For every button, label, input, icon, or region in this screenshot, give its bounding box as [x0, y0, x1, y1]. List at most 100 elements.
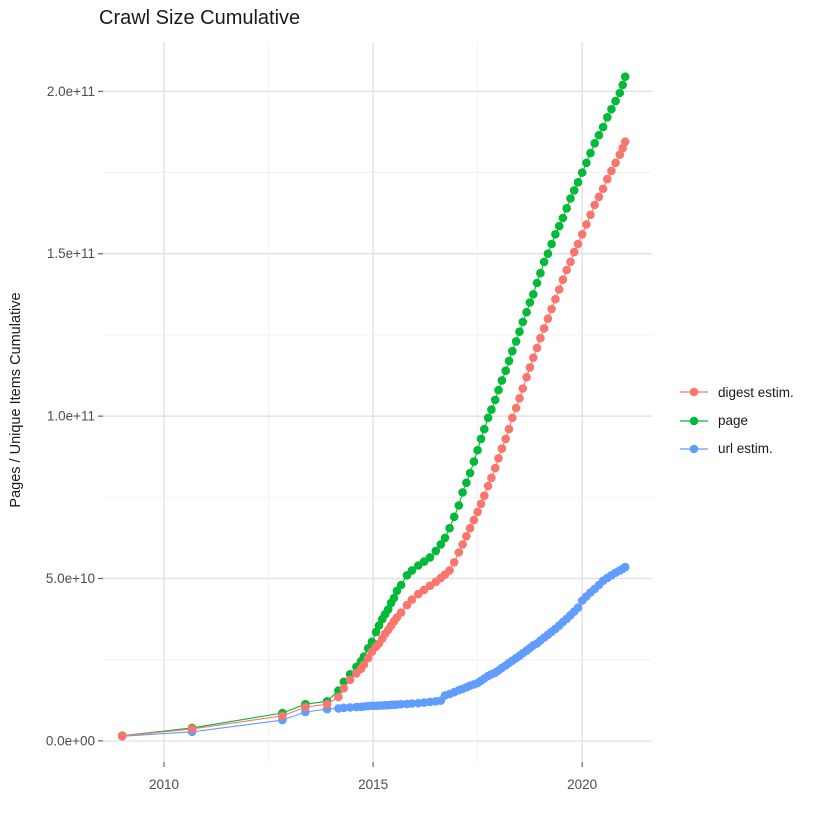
- data-point-digest-estim: [458, 540, 467, 549]
- data-point-page: [469, 457, 479, 466]
- legend-item-page: page: [679, 406, 794, 434]
- data-point-digest-estim: [504, 424, 514, 434]
- data-point-page: [440, 533, 450, 543]
- data-point-page: [577, 168, 587, 177]
- data-point-digest-estim: [301, 702, 310, 712]
- data-point-digest-estim: [363, 653, 373, 663]
- chart-title: Crawl Size Cumulative: [99, 7, 301, 29]
- y-tick-label: 2.0e+11: [47, 84, 95, 99]
- data-point-page: [458, 488, 467, 497]
- legend-label: digest estim.: [718, 384, 794, 400]
- data-point-digest-estim: [554, 285, 564, 294]
- data-point-page: [598, 122, 608, 132]
- data-point-digest-estim: [511, 403, 521, 413]
- data-point-digest-estim: [586, 210, 595, 220]
- data-point-page: [383, 605, 393, 614]
- data-point-digest-estim: [402, 600, 412, 610]
- data-point-digest-estim: [454, 548, 464, 557]
- data-point-digest-estim: [582, 220, 591, 229]
- data-point-page: [501, 366, 511, 376]
- data-point-page: [371, 627, 381, 637]
- data-point-digest-estim: [569, 247, 579, 257]
- legend-key-icon-digest-estim: [680, 387, 708, 397]
- x-tick-label: 2015: [358, 777, 388, 792]
- data-point-digest-estim: [598, 184, 608, 194]
- data-point-page: [407, 566, 417, 575]
- data-point-digest-estim: [322, 699, 332, 709]
- data-point-digest-estim: [577, 230, 587, 239]
- data-point-digest-estim: [117, 731, 127, 741]
- data-point-digest-estim: [497, 444, 507, 453]
- y-tick-label: 1.5e+11: [47, 246, 95, 261]
- data-point-digest-estim: [518, 384, 528, 393]
- data-point-digest-estim: [445, 566, 454, 575]
- data-point-digest-estim: [543, 314, 553, 324]
- legend-label: url estim.: [718, 441, 773, 457]
- data-point-page: [615, 88, 625, 98]
- data-point-page: [396, 580, 406, 590]
- y-tick-label: 0.0e+00: [46, 733, 95, 748]
- data-point-page: [586, 148, 595, 158]
- data-point-digest-estim: [490, 463, 500, 473]
- data-point-page: [562, 204, 571, 213]
- legend-key-point: [689, 387, 699, 397]
- data-point-page: [543, 249, 553, 258]
- data-point-digest-estim: [611, 158, 620, 168]
- data-point-page: [582, 158, 591, 168]
- data-point-url-estim: [407, 699, 417, 708]
- data-point-page: [504, 356, 514, 366]
- data-point-digest-estim: [480, 491, 489, 501]
- data-point-digest-estim: [620, 137, 630, 146]
- data-point-page: [518, 317, 528, 327]
- data-point-page: [487, 405, 496, 414]
- data-point-page: [374, 621, 384, 630]
- data-point-digest-estim: [396, 608, 406, 617]
- data-point-digest-estim: [547, 304, 556, 314]
- data-point-digest-estim: [449, 558, 459, 567]
- y-tick-label: 5.0e+10: [46, 571, 95, 586]
- data-point-page: [554, 221, 564, 231]
- data-point-page: [473, 445, 482, 455]
- data-point-page: [590, 139, 599, 148]
- data-point-page: [480, 424, 489, 434]
- data-point-digest-estim: [615, 150, 625, 159]
- x-tick-label: 2010: [149, 777, 179, 792]
- data-point-url-estim: [620, 562, 630, 572]
- data-point-digest-estim: [607, 166, 616, 176]
- data-point-page: [532, 278, 542, 288]
- data-point-page: [465, 468, 475, 478]
- data-point-digest-estim: [407, 595, 417, 604]
- data-point-page: [497, 376, 507, 385]
- legend-label: page: [718, 413, 749, 429]
- data-point-digest-estim: [558, 275, 568, 285]
- data-point-digest-estim: [522, 372, 531, 382]
- data-point-digest-estim: [501, 434, 511, 444]
- data-point-page: [449, 512, 459, 522]
- data-point-digest-estim: [515, 394, 524, 403]
- data-point-digest-estim: [359, 660, 369, 669]
- data-point-page: [494, 385, 503, 395]
- data-point-page: [547, 239, 556, 249]
- data-point-page: [525, 298, 535, 307]
- data-point-digest-estim: [539, 324, 549, 333]
- data-point-page: [566, 194, 575, 203]
- data-point-digest-estim: [532, 343, 542, 353]
- x-tick-label: 2020: [567, 777, 597, 792]
- data-point-digest-estim: [465, 523, 475, 533]
- data-point-digest-estim: [469, 515, 479, 525]
- data-point-digest-estim: [487, 473, 496, 483]
- data-point-page: [558, 213, 568, 223]
- data-point-page: [522, 307, 531, 317]
- data-point-digest-estim: [278, 711, 287, 721]
- data-point-digest-estim: [536, 333, 545, 343]
- data-point-digest-estim: [473, 507, 482, 517]
- data-point-url-estim: [573, 603, 583, 612]
- legend-key-icon-url-estim: [680, 444, 708, 454]
- legend-key-point: [689, 444, 699, 454]
- legend-key-icon-page: [680, 416, 708, 425]
- data-point-digest-estim: [618, 143, 627, 153]
- data-point-page: [607, 104, 616, 114]
- series-page: [117, 72, 630, 740]
